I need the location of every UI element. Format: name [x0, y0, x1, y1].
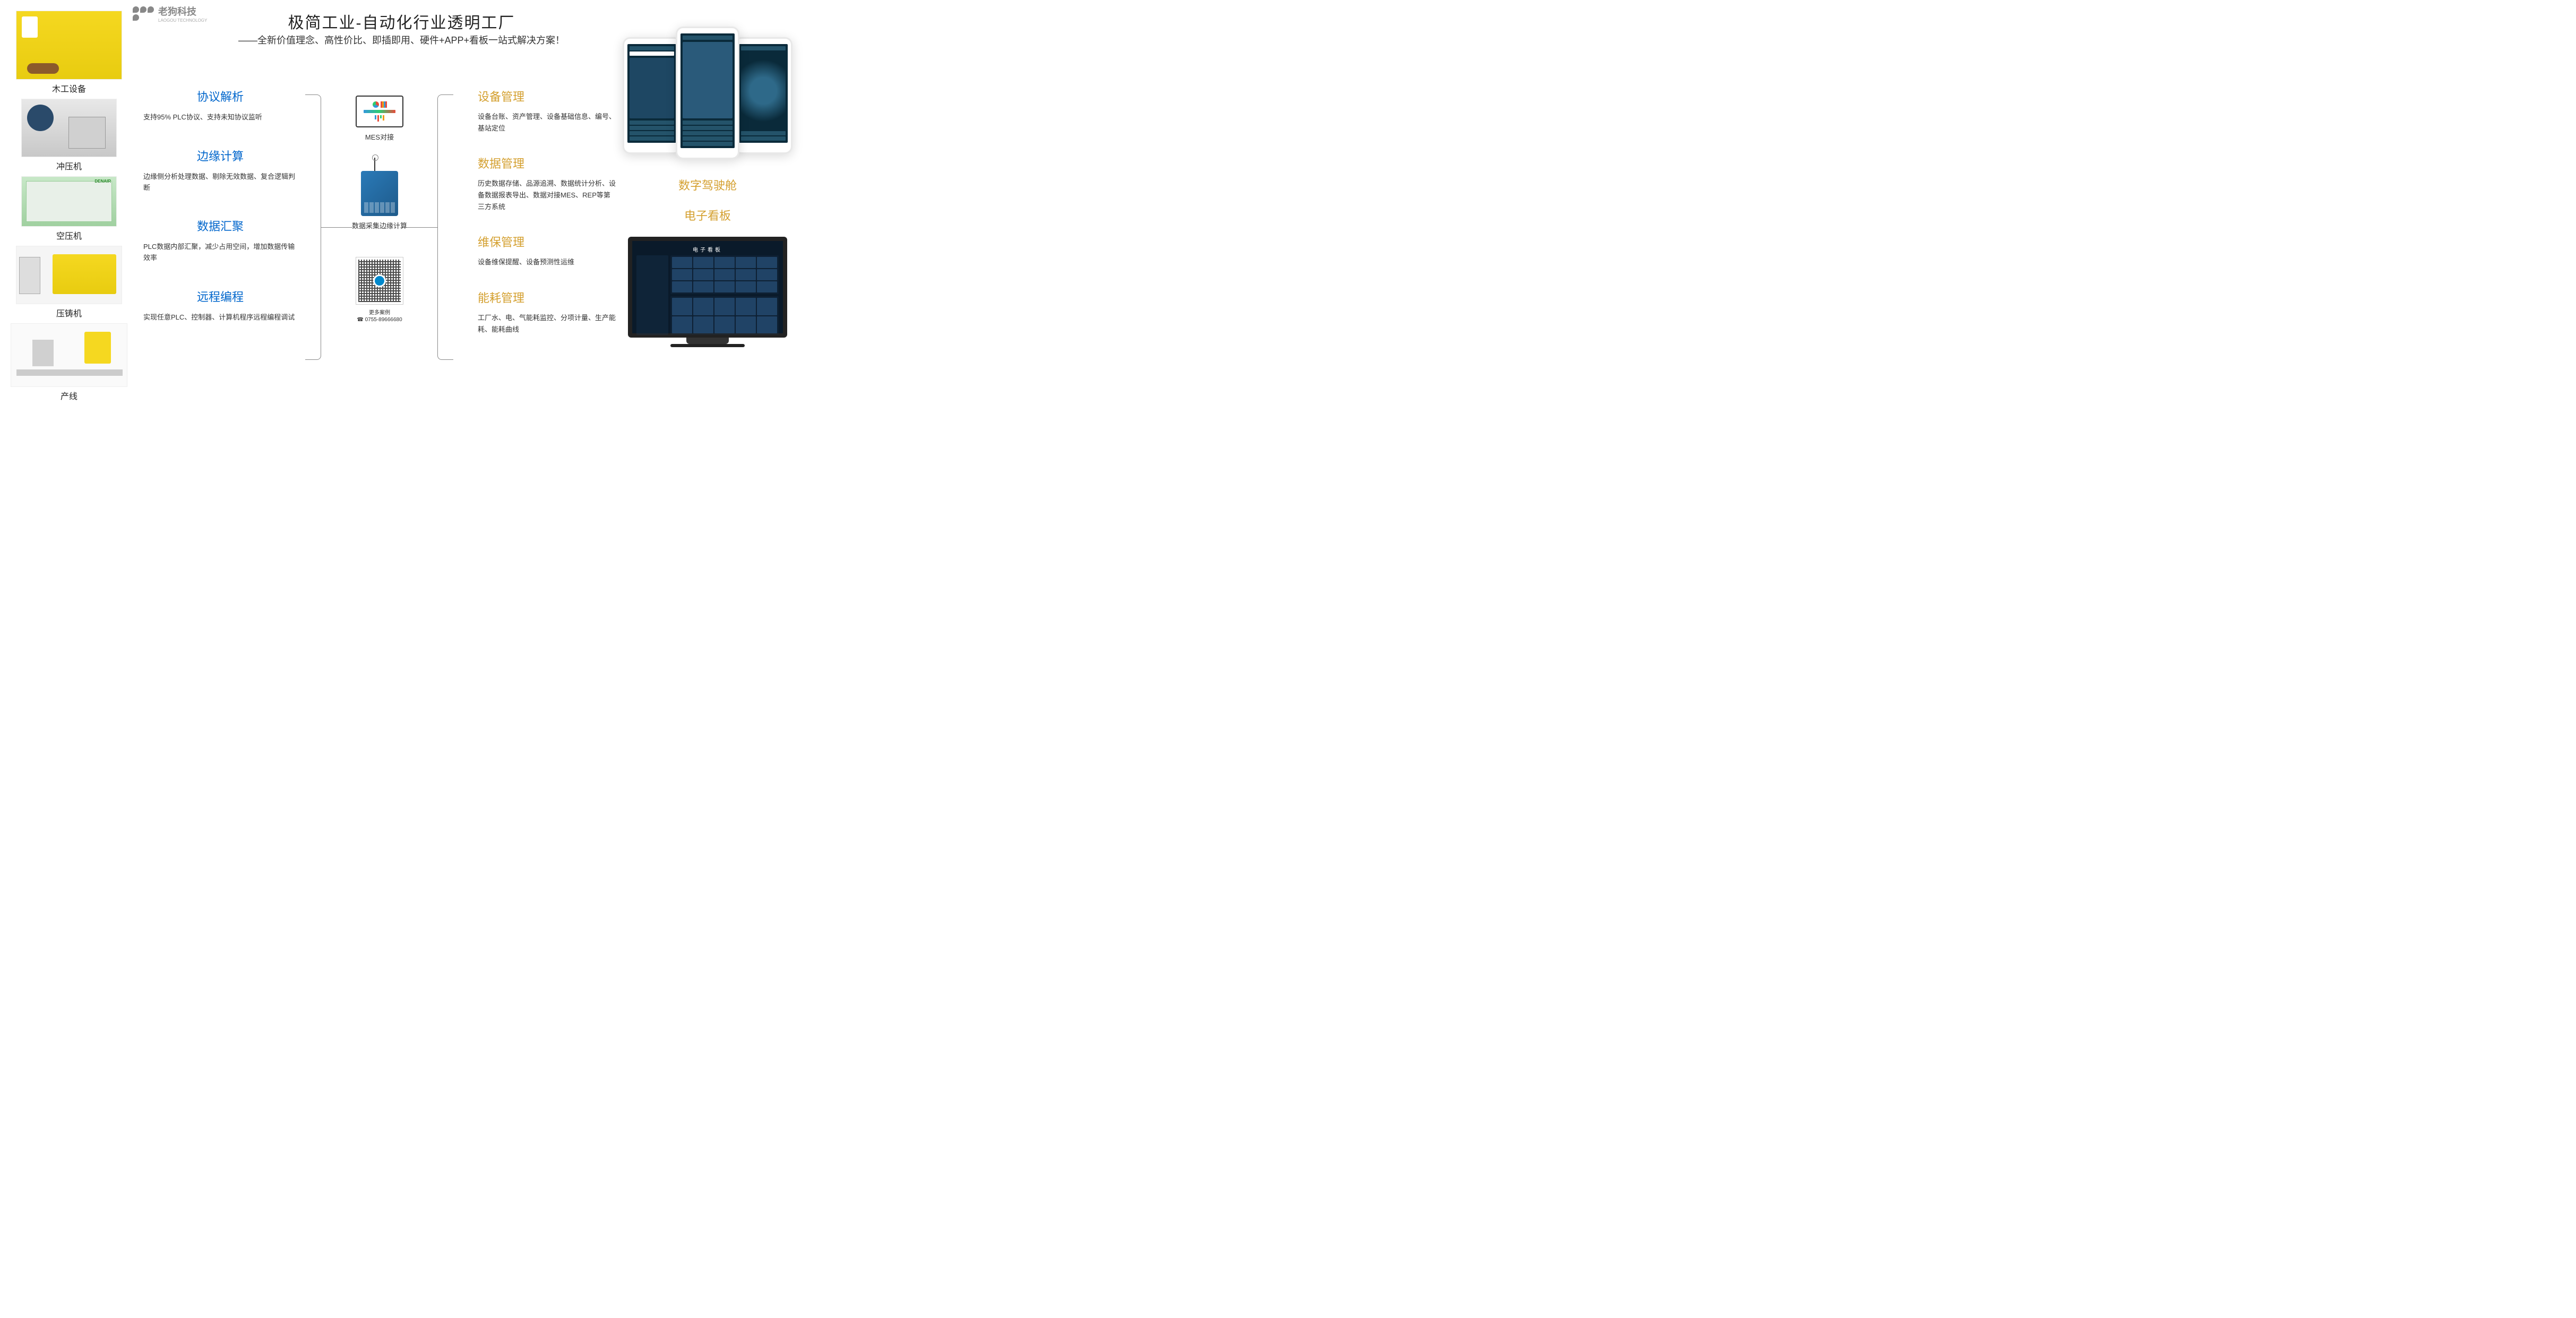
phone-mockup-icon	[734, 37, 792, 154]
feature-title: 远程编程	[143, 288, 297, 305]
equipment-column: 木工设备 冲压机 DENAIR 空压机 压铸机 产线	[11, 11, 127, 406]
equipment-item: 冲压机	[11, 99, 127, 172]
feature-title: 维保管理	[478, 233, 616, 250]
logo-subtitle: LAOGOU TECHNOLOGY	[158, 18, 207, 23]
dashboard-label: 电子看板	[623, 206, 792, 223]
mes-tablet-icon	[356, 96, 403, 127]
contact-phone: ☎ 0755-89666680	[334, 317, 425, 323]
feature-title: 数据汇聚	[143, 217, 297, 234]
feature-desc: 实现任意PLC、控制器、计算机程序远程编程调试	[143, 312, 297, 323]
feature-desc: 设备维保提醒、设备预测性运维	[478, 256, 616, 268]
device-block: 数据采集边缘计算	[334, 158, 425, 230]
qr-code-icon	[356, 257, 403, 305]
production-line-icon	[11, 323, 127, 387]
feature-title: 能耗管理	[478, 289, 616, 306]
feature-desc: PLC数据内部汇聚，减少占用空间，增加数据传输效率	[143, 242, 297, 264]
page-title: 极简工业-自动化行业透明工厂	[288, 10, 515, 33]
feature-desc: 设备台账、资产管理、设备基础信息、编号、基站定位	[478, 111, 616, 134]
feature-block: 边缘计算 边缘侧分析处理数据、剔除无效数据、复合逻辑判断	[143, 147, 297, 194]
feature-block: 协议解析 支持95% PLC协议、支持未知协议监听	[143, 88, 297, 123]
monitor-screen-icon: 电子看板	[628, 237, 787, 338]
center-column: MES对接 数据采集边缘计算 更多案例 ☎ 0755-89666680	[334, 96, 425, 339]
feature-desc: 工厂水、电、气能耗监控、分项计量、生产能耗、能耗曲线	[478, 312, 616, 335]
feature-title: 边缘计算	[143, 147, 297, 164]
logo-icon	[133, 6, 154, 21]
feature-desc: 边缘侧分析处理数据、剔除无效数据、复合逻辑判断	[143, 171, 297, 194]
monitor-mockup: 电子看板	[623, 237, 792, 347]
feature-desc: 支持95% PLC协议、支持未知协议监听	[143, 112, 297, 123]
company-logo: 老狗科技 LAOGOU TECHNOLOGY	[133, 4, 207, 23]
qr-label: 更多案例	[334, 308, 425, 316]
air-compressor-icon: DENAIR	[21, 176, 117, 227]
edge-device-icon	[356, 158, 403, 216]
monitor-title: 电子看板	[636, 245, 779, 253]
die-casting-machine-icon	[16, 246, 122, 304]
bracket-right-icon	[437, 94, 453, 360]
feature-title: 设备管理	[478, 88, 616, 105]
qr-block: 更多案例 ☎ 0755-89666680	[334, 257, 425, 323]
equipment-item: 木工设备	[11, 11, 127, 94]
equipment-item: DENAIR 空压机	[11, 176, 127, 242]
equipment-item: 产线	[11, 323, 127, 402]
feature-block: 数据汇聚 PLC数据内部汇聚，减少占用空间，增加数据传输效率	[143, 217, 297, 264]
feature-desc: 历史数据存储、品源追溯、数据统计分析、设备数据报表导出、数据对接MES、REP等…	[478, 178, 616, 213]
equipment-label: 产线	[11, 389, 127, 402]
mes-block: MES对接	[334, 96, 425, 142]
equipment-label: 木工设备	[11, 82, 127, 94]
mockups-column: 数字驾驶舱 电子看板 电子看板	[623, 21, 792, 347]
equipment-item: 压铸机	[11, 246, 127, 319]
phone-mockups	[623, 21, 792, 170]
logo-name: 老狗科技	[158, 4, 207, 18]
feature-block: 维保管理 设备维保提醒、设备预测性运维	[478, 233, 616, 268]
woodworking-machine-icon	[16, 11, 122, 80]
equipment-label: 冲压机	[11, 159, 127, 172]
press-machine-icon	[21, 99, 117, 157]
bracket-left-icon	[305, 94, 321, 360]
features-left-column: 协议解析 支持95% PLC协议、支持未知协议监听 边缘计算 边缘侧分析处理数据…	[143, 88, 297, 347]
cockpit-label: 数字驾驶舱	[623, 176, 792, 193]
mes-label: MES对接	[334, 132, 425, 142]
equipment-label: 压铸机	[11, 306, 127, 319]
feature-title: 数据管理	[478, 154, 616, 171]
feature-title: 协议解析	[143, 88, 297, 105]
equipment-label: 空压机	[11, 229, 127, 242]
phone-mockup-icon	[676, 27, 739, 159]
feature-block: 远程编程 实现任意PLC、控制器、计算机程序远程编程调试	[143, 288, 297, 323]
feature-block: 设备管理 设备台账、资产管理、设备基础信息、编号、基站定位	[478, 88, 616, 134]
page-subtitle: ——全新价值理念、高性价比、即插即用、硬件+APP+看板一站式解决方案！	[238, 33, 565, 47]
feature-block: 能耗管理 工厂水、电、气能耗监控、分项计量、生产能耗、能耗曲线	[478, 289, 616, 335]
phone-mockup-icon	[623, 37, 681, 154]
features-right-column: 设备管理 设备台账、资产管理、设备基础信息、编号、基站定位 数据管理 历史数据存…	[478, 88, 616, 356]
feature-block: 数据管理 历史数据存储、品源追溯、数据统计分析、设备数据报表导出、数据对接MES…	[478, 154, 616, 213]
device-label: 数据采集边缘计算	[334, 220, 425, 230]
